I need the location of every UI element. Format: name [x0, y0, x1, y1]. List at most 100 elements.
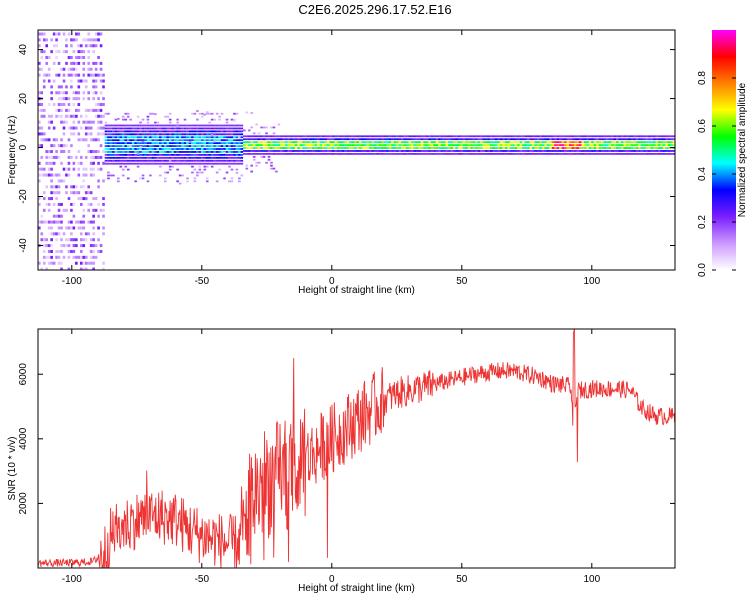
heatmap-cell [378, 138, 382, 141]
heatmap-cell [163, 148, 167, 150]
heatmap-cell [247, 144, 251, 146]
heatmap-cell [42, 32, 46, 36]
heatmap-cell [117, 139, 120, 142]
heatmap-cell [569, 141, 572, 144]
heatmap-cell [67, 255, 71, 259]
heatmap-cell [40, 91, 44, 95]
heatmap-cell [655, 135, 659, 138]
heatmap-cell [40, 32, 44, 36]
heatmap-cell [223, 124, 226, 127]
heatmap-cell [438, 138, 441, 141]
heatmap-cell [655, 153, 659, 155]
heatmap-cell [126, 115, 130, 118]
heatmap-cell [280, 144, 283, 146]
heatmap-cell [260, 144, 263, 146]
heatmap-cell [82, 56, 86, 60]
heatmap-cell [112, 174, 115, 177]
heatmap-cell [635, 147, 639, 149]
heatmap-cell [156, 151, 160, 153]
heatmap-cell [307, 135, 310, 138]
heatmap-cell [156, 136, 160, 139]
heatmap-cell [45, 61, 49, 65]
heatmap-cell [534, 135, 538, 138]
heatmap-cell [257, 132, 261, 135]
heatmap-cell [507, 141, 510, 144]
heatmap-cell [77, 91, 81, 95]
heatmap-cell [82, 38, 86, 42]
heatmap-cell [168, 142, 172, 145]
heatmap-cell [391, 144, 394, 146]
heatmap-cell [42, 108, 46, 112]
heatmap-cell [509, 135, 513, 138]
heatmap-cell [55, 56, 58, 60]
heatmap-cell [144, 153, 147, 156]
heatmap-cell [240, 156, 244, 159]
heatmap-cell [67, 103, 71, 107]
heatmap-cell [149, 145, 152, 147]
heatmap-cell [124, 156, 128, 159]
heatmap-cell [208, 142, 212, 145]
heatmap-cell [220, 130, 224, 133]
heatmap-cell [240, 159, 244, 162]
heatmap-cell [183, 156, 187, 159]
heatmap-cell [151, 133, 155, 136]
heatmap-cell [92, 232, 95, 236]
heatmap-cell [139, 127, 142, 130]
heatmap-cell [112, 130, 115, 133]
heatmap-cell [70, 61, 73, 65]
heatmap-cell [522, 150, 525, 152]
heatmap-cell [131, 148, 135, 150]
heatmap-cell [448, 144, 451, 146]
heatmap-cell [210, 153, 214, 156]
heatmap-cell [156, 145, 160, 147]
heatmap-cell [368, 138, 372, 141]
heatmap-cell [257, 141, 261, 144]
heatmap-cell [672, 150, 675, 152]
heatmap-cell [230, 153, 234, 156]
heatmap-cell [339, 150, 342, 152]
heatmap-cell [114, 156, 118, 159]
heatmap-cell [208, 159, 212, 162]
heatmap-cell [257, 153, 261, 155]
heatmap-cell [220, 139, 224, 142]
heatmap-cell [40, 103, 44, 107]
heatmap-cell [235, 112, 239, 115]
heatmap-cell [79, 155, 83, 159]
heatmap-cell [373, 144, 377, 146]
heatmap-cell [139, 151, 142, 153]
heatmap-cell [151, 142, 155, 145]
heatmap-cell [613, 147, 617, 149]
heatmap-cell [312, 144, 315, 146]
heatmap-cell [126, 153, 130, 156]
heatmap-cell [532, 135, 535, 138]
heatmap-cell [566, 144, 570, 146]
heatmap-cell [317, 135, 320, 138]
heatmap-cell [233, 151, 236, 153]
heatmap-cell [275, 153, 278, 155]
heatmap-cell [517, 138, 520, 141]
heatmap-cell [45, 73, 49, 77]
heatmap-cell [45, 155, 49, 159]
heatmap-cell [564, 150, 567, 152]
heatmap-cell [490, 144, 493, 146]
heatmap-cell [139, 177, 142, 180]
heatmap-cell [425, 141, 429, 144]
heatmap-cell [440, 141, 444, 144]
heatmap-cell [272, 135, 276, 138]
heatmap-cell [156, 142, 160, 145]
heatmap-cell [391, 147, 394, 149]
heatmap-cell [485, 138, 488, 141]
heatmap-cell [203, 162, 207, 165]
bottom-x-axis-label: Height of straight line (km) [298, 583, 415, 594]
heatmap-cell [398, 138, 402, 141]
heatmap-cell [524, 141, 528, 144]
heatmap-cell [413, 144, 417, 146]
heatmap-cell [247, 141, 251, 144]
heatmap-cell [230, 136, 234, 139]
heatmap-cell [670, 150, 673, 152]
heatmap-cell [351, 141, 355, 144]
heatmap-cell [383, 144, 387, 146]
heatmap-cell [561, 138, 565, 141]
heatmap-cell [220, 133, 224, 136]
heatmap-cell [312, 135, 315, 138]
